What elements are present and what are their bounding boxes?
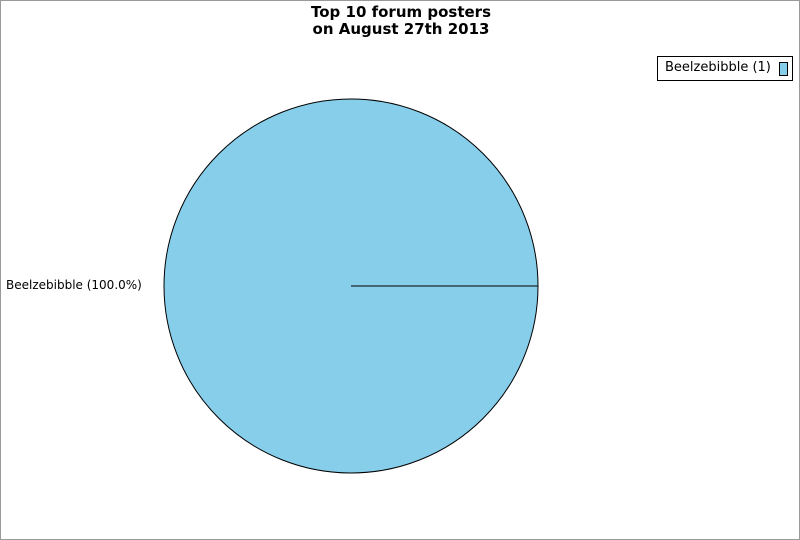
slice-label: Beelzebibble (100.0%) bbox=[6, 278, 142, 292]
legend-swatch bbox=[779, 62, 788, 76]
legend-entry-label: Beelzebibble (1) bbox=[665, 60, 771, 75]
chart-title-line-2: on August 27th 2013 bbox=[312, 20, 490, 38]
chart-title-line-1: Top 10 forum posters bbox=[311, 3, 491, 21]
legend: Beelzebibble (1) bbox=[657, 56, 793, 81]
